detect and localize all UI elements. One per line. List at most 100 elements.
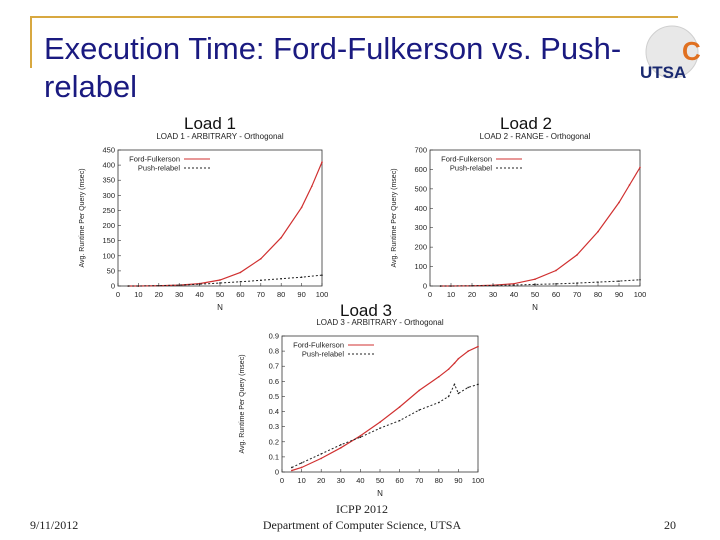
y-tick-label: 150 — [102, 236, 115, 245]
x-tick-label: 60 — [395, 476, 403, 485]
x-axis-label: N — [532, 303, 538, 312]
data-point — [513, 282, 515, 285]
data-point — [291, 466, 293, 469]
load-3-chart: LOAD 3 - ARBITRARY - Orthogonal 0 10 20 30 40… — [239, 318, 485, 498]
y-axis-label: Avg. Runtime Per Query (msec) — [239, 354, 246, 453]
data-point — [280, 277, 282, 280]
data-point — [398, 419, 401, 422]
load-1-label: Load 1 — [184, 114, 236, 133]
footer-conference: ICPP 2012 — [336, 502, 388, 516]
y-tick-label: 50 — [107, 266, 115, 275]
x-tick-label: 20 — [155, 290, 163, 299]
x-tick-label: 50 — [531, 290, 539, 299]
x-tick-label: 90 — [454, 476, 462, 485]
x-tick-label: 100 — [472, 476, 485, 485]
x-tick-label: 40 — [510, 290, 518, 299]
y-tick-label: 350 — [102, 176, 115, 185]
data-point — [447, 368, 450, 371]
y-tick-label: 500 — [414, 184, 427, 193]
x-axis-label: N — [217, 303, 223, 312]
legend-label: Push-relabel — [138, 164, 180, 173]
y-tick-label: 0 — [111, 282, 115, 291]
y-tick-label: 0.3 — [269, 422, 279, 431]
x-tick-label: 60 — [552, 290, 560, 299]
y-tick-label: 0.9 — [269, 332, 279, 341]
legend-label: Ford-Fulkerson — [129, 155, 180, 164]
y-tick-label: 300 — [102, 191, 115, 200]
x-tick-label: 70 — [257, 290, 265, 299]
data-point — [467, 386, 469, 389]
data-point — [340, 444, 342, 446]
data-point — [618, 280, 620, 282]
y-tick-label: 250 — [102, 206, 115, 215]
chart-title: LOAD 3 - ARBITRARY - Orthogonal — [316, 318, 444, 327]
data-point — [137, 285, 140, 287]
logo-letter: C — [682, 36, 701, 66]
series-line-ford-fulkerson — [291, 346, 479, 472]
x-tick-label: 30 — [175, 290, 183, 299]
data-point — [379, 427, 381, 429]
data-point — [555, 283, 557, 285]
chart-title: LOAD 1 - ARBITRARY - Orthogonal — [156, 132, 284, 141]
data-point — [320, 457, 322, 460]
x-tick-label: 60 — [236, 290, 244, 299]
data-point — [453, 383, 456, 386]
data-point — [597, 281, 599, 283]
x-tick-label: 40 — [356, 476, 364, 485]
x-axis-label: N — [377, 489, 383, 498]
data-point — [467, 350, 469, 352]
data-point — [597, 230, 599, 233]
y-tick-label: 300 — [414, 223, 427, 232]
series-line-push-relabel — [128, 274, 323, 287]
y-axis-label: Avg. Runtime Per Query (msec) — [79, 168, 86, 267]
data-point — [198, 283, 201, 285]
data-point — [321, 274, 323, 276]
x-tick-label: 40 — [195, 290, 203, 299]
data-point — [219, 279, 221, 281]
slide-title: Execution Time: Ford-Fulkerson vs. Push-… — [44, 31, 622, 104]
utsa-logo: C UTSA — [640, 25, 701, 82]
data-point — [280, 236, 282, 239]
legend-label: Ford-Fulkerson — [293, 341, 344, 350]
x-tick-label: 100 — [316, 290, 329, 299]
data-point — [628, 184, 631, 186]
x-tick-label: 50 — [376, 476, 384, 485]
y-tick-label: 400 — [102, 161, 115, 170]
x-tick-label: 100 — [634, 290, 647, 299]
x-tick-label: 30 — [337, 476, 345, 485]
data-point — [300, 462, 303, 464]
data-point — [340, 447, 342, 449]
y-tick-label: 0.7 — [269, 362, 279, 371]
data-point — [555, 269, 557, 272]
x-tick-label: 80 — [435, 476, 443, 485]
data-point — [513, 284, 515, 286]
data-point — [260, 279, 262, 282]
data-point — [471, 285, 473, 287]
x-tick-label: 20 — [317, 476, 325, 485]
y-tick-label: 100 — [414, 262, 427, 271]
data-point — [300, 206, 303, 209]
y-axis-label: Avg. Runtime Per Query (msec) — [391, 168, 398, 267]
load-2-chart: LOAD 2 - RANGE - Orthogonal 0 10 20 30 40 50 60… — [391, 132, 647, 312]
data-point — [477, 345, 479, 348]
title-frame-left — [30, 16, 32, 68]
data-point — [398, 406, 401, 408]
x-tick-label: 90 — [297, 290, 305, 299]
data-point — [320, 453, 322, 455]
load-3-label: Load 3 — [340, 301, 392, 320]
data-point — [359, 434, 362, 437]
data-point — [260, 258, 262, 260]
series-line-ford-fulkerson — [128, 161, 323, 287]
data-point — [127, 285, 129, 287]
data-point — [219, 282, 221, 284]
data-point — [359, 436, 362, 439]
series-line-ford-fulkerson — [440, 167, 641, 287]
data-point — [618, 201, 620, 204]
footer-department: Department of Computer Science, UTSA — [262, 518, 462, 532]
data-point — [300, 276, 303, 279]
data-point — [321, 161, 323, 163]
y-tick-label: 0.5 — [269, 392, 279, 401]
data-point — [311, 185, 313, 188]
x-tick-label: 20 — [468, 290, 476, 299]
y-tick-label: 0.1 — [269, 452, 279, 461]
